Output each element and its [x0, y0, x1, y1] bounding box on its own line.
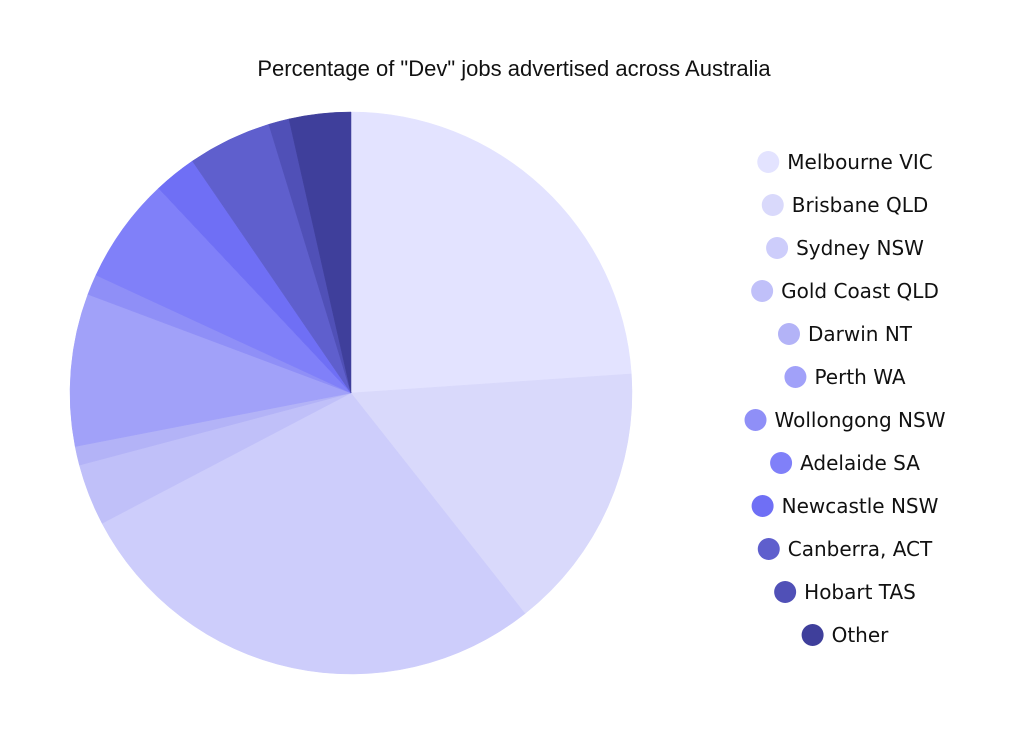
legend-swatch [751, 280, 774, 302]
pie-slice-brisbane-qld [350, 373, 633, 614]
legend-label: Melbourne VIC [787, 150, 933, 174]
legend-label: Perth WA [814, 365, 906, 389]
legend-item: Gold Coast QLD [751, 278, 939, 304]
legend-swatch [774, 581, 797, 603]
legend-item: Perth WA [784, 364, 906, 390]
legend-item: Newcastle NSW [751, 493, 939, 519]
legend-swatch [770, 452, 793, 474]
legend-label: Brisbane QLD [791, 193, 929, 217]
legend-swatch [751, 495, 774, 517]
legend-label: Darwin NT [807, 322, 913, 346]
legend-item: Brisbane QLD [761, 192, 929, 218]
legend-item: Sydney NSW [766, 235, 924, 261]
legend-swatch [744, 409, 767, 431]
legend-swatch [784, 366, 807, 388]
legend-item: Canberra, ACT [757, 536, 933, 562]
legend-label: Gold Coast QLD [781, 279, 939, 303]
pie-slice-melbourne-vic [350, 111, 632, 394]
legend-label: Other [831, 623, 889, 647]
legend-swatch [777, 323, 800, 345]
legend-item: Darwin NT [777, 321, 913, 347]
legend-swatch [761, 194, 784, 216]
pie-slice-other [288, 111, 352, 394]
legend-label: Adelaide SA [800, 451, 920, 475]
legend-item: Hobart TAS [774, 579, 916, 605]
legend-item: Wollongong NSW [744, 407, 946, 433]
legend-item: Adelaide SA [770, 450, 920, 476]
legend-label: Hobart TAS [804, 580, 916, 604]
legend-label: Sydney NSW [796, 236, 924, 260]
legend-item: Other [801, 622, 889, 648]
pie-slices [69, 111, 633, 675]
pie-slice-sydney-nsw [101, 392, 526, 675]
chart-title: Percentage of "Dev" jobs advertised acro… [257, 56, 771, 81]
legend-label: Wollongong NSW [774, 408, 946, 432]
legend-label: Canberra, ACT [787, 537, 933, 561]
legend-swatch [801, 624, 824, 646]
legend-label: Newcastle NSW [781, 494, 939, 518]
legend-swatch [766, 237, 789, 259]
pie-slice-perth-wa [69, 294, 352, 447]
legend-swatch [757, 538, 780, 560]
legend-swatch [757, 151, 780, 173]
legend-item: Melbourne VIC [757, 149, 933, 175]
